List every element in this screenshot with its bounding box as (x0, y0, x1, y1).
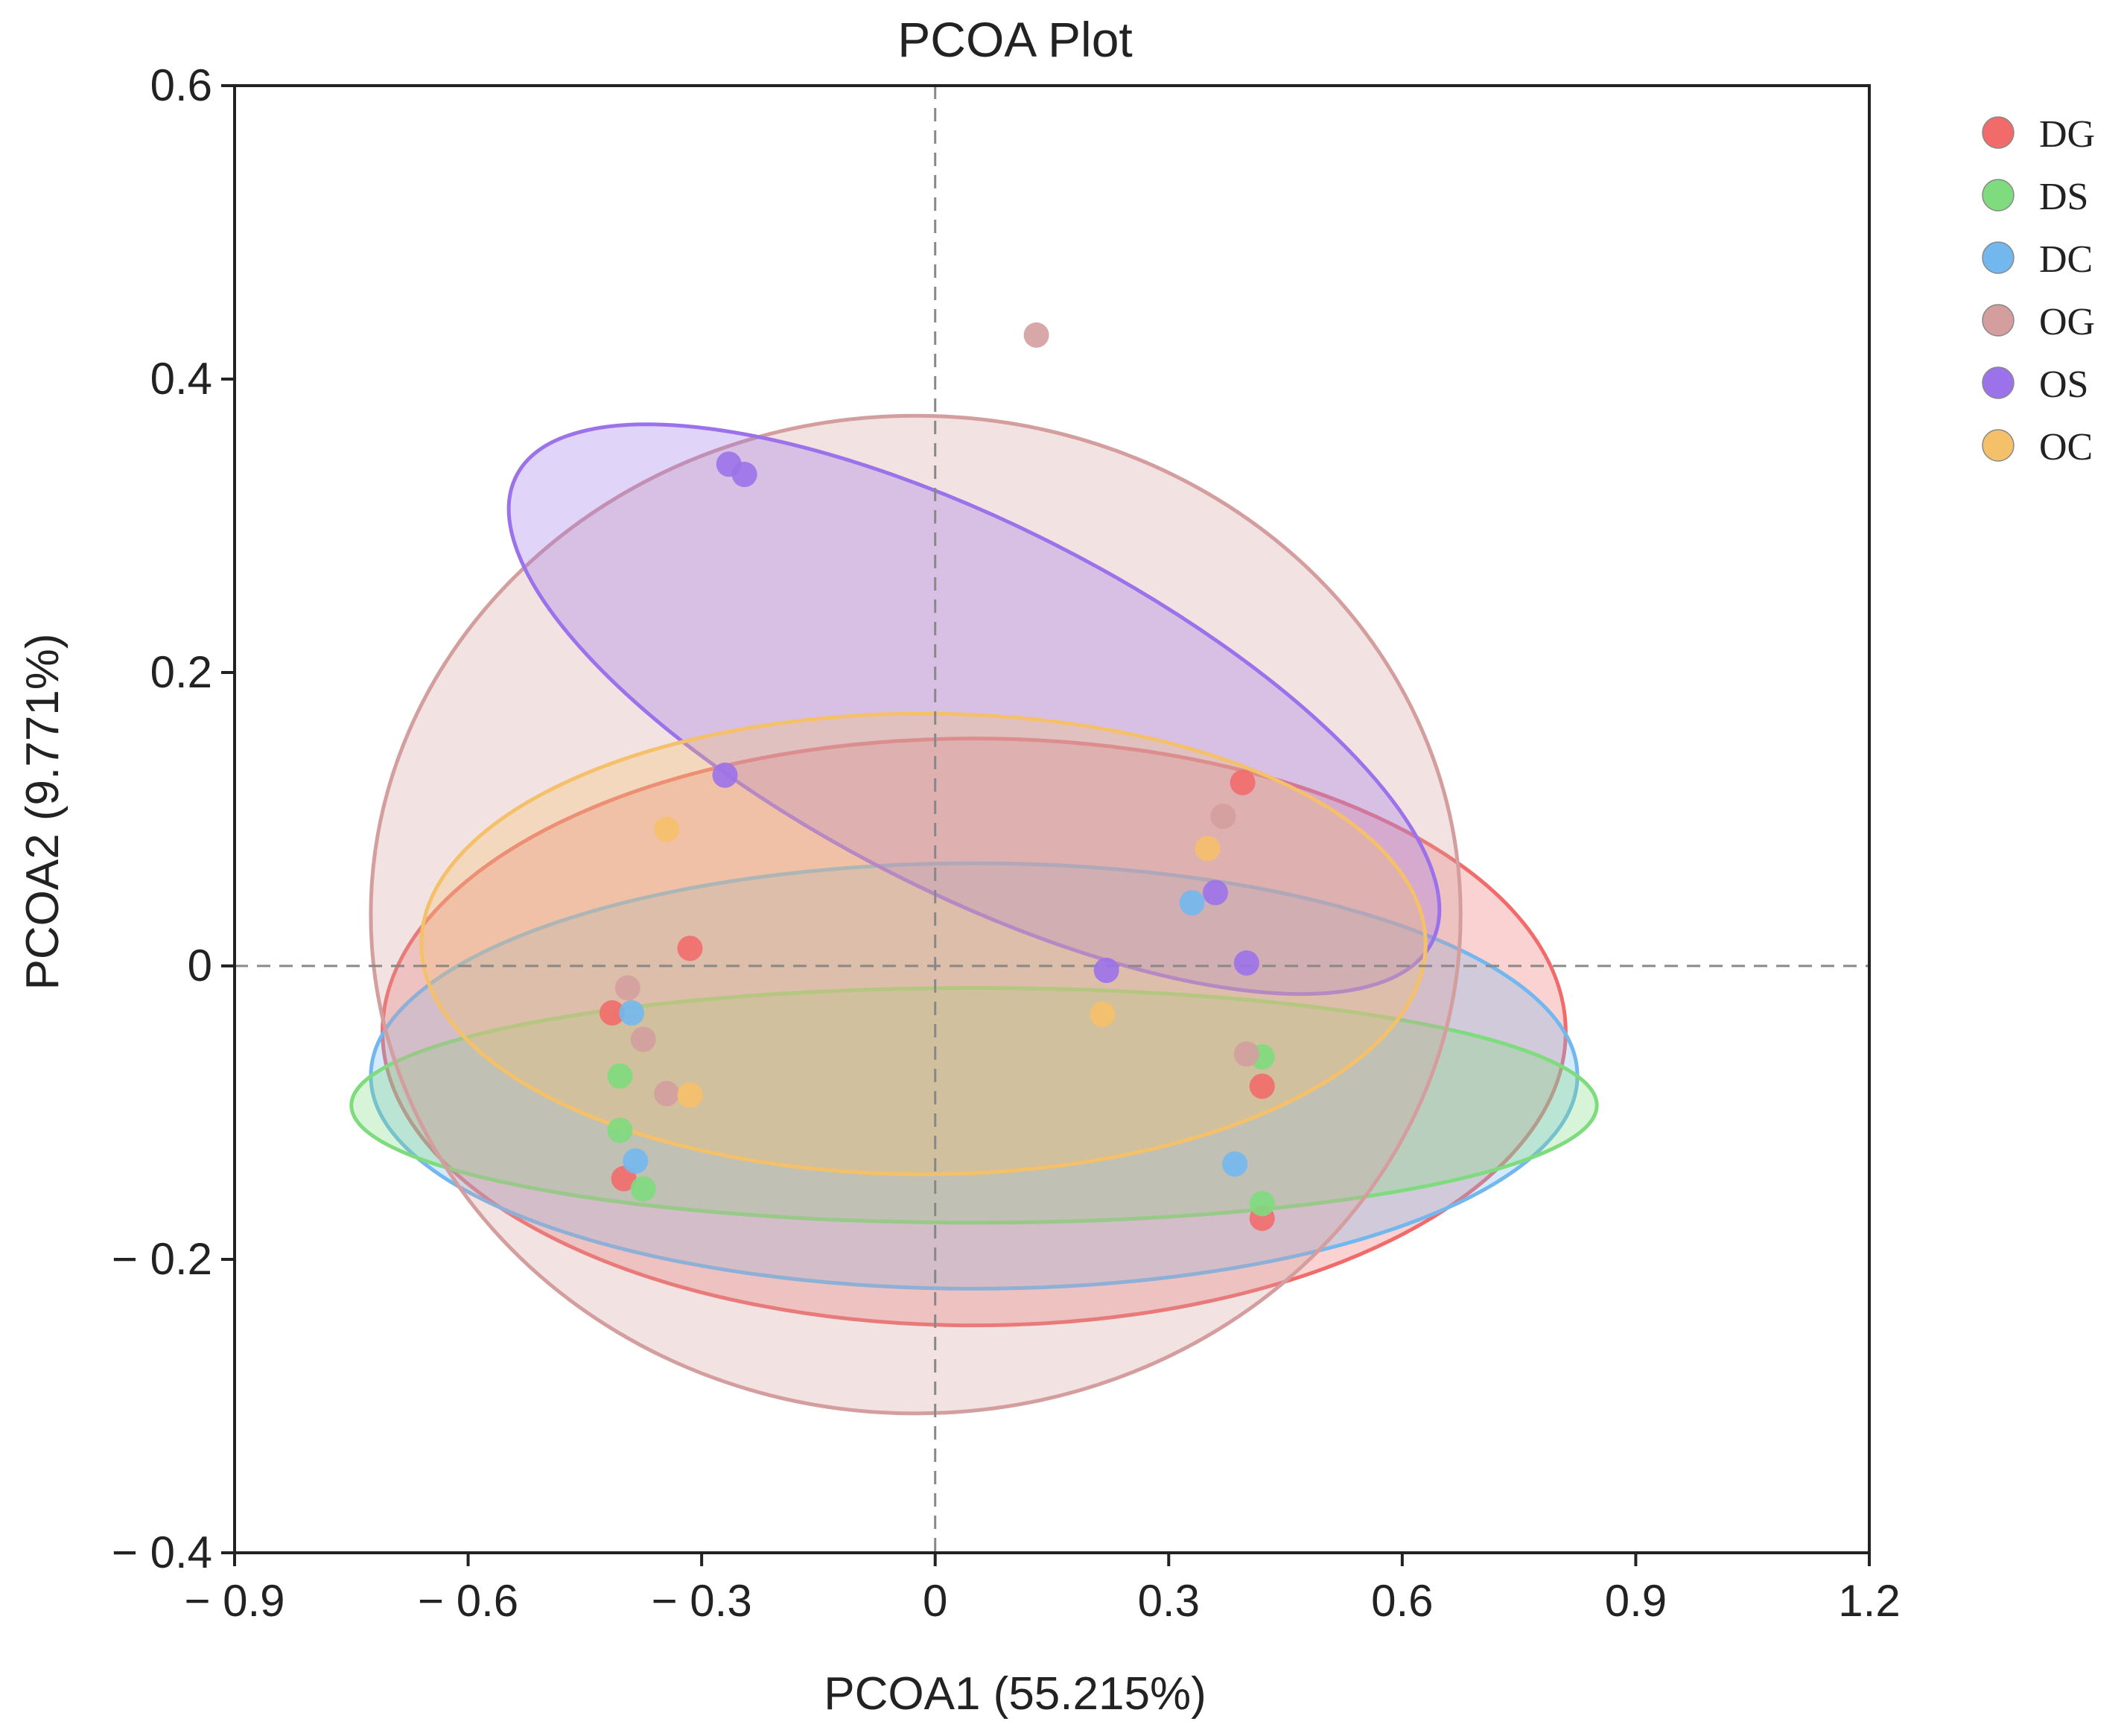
legend-item-dc: DC (1982, 238, 2093, 281)
x-tick-label: − 0.9 (184, 1576, 284, 1626)
x-tick-label: − 0.3 (652, 1576, 752, 1626)
point-dc (1222, 1151, 1248, 1177)
point-og (1233, 1041, 1259, 1067)
point-og (614, 975, 640, 1001)
point-oc (1090, 1002, 1116, 1028)
legend-label-os: OS (2039, 363, 2088, 406)
legend-swatch-dc (1982, 241, 2015, 274)
point-og (654, 1081, 680, 1107)
point-ds (607, 1063, 633, 1089)
x-tick-label: 0.3 (1138, 1576, 1200, 1626)
legend-label-ds: DS (2039, 176, 2088, 218)
y-tick-label: 0.6 (150, 60, 212, 110)
point-os (1233, 950, 1259, 976)
point-dc (1179, 890, 1205, 916)
y-tick-label: 0.4 (150, 354, 212, 404)
x-axis-title: PCOA1 (55.215%) (824, 1668, 1206, 1720)
legend-item-oc: OC (1982, 426, 2093, 468)
legend-item-dg: DG (1982, 113, 2095, 156)
point-os (1093, 957, 1119, 983)
point-oc (654, 816, 680, 842)
point-og (630, 1026, 656, 1052)
ellipse-oc (419, 711, 1428, 1177)
plot-frame (233, 84, 1871, 1554)
x-tick-label: 0.6 (1371, 1576, 1433, 1626)
y-axis-ticks: 0.6 0.4 0.2 0 − 0.2 − 0.4 (112, 60, 235, 1577)
point-ds (607, 1117, 633, 1143)
y-tick-label: − 0.4 (112, 1527, 212, 1577)
legend-label-dc: DC (2039, 238, 2093, 281)
y-tick-label: − 0.2 (112, 1234, 212, 1284)
point-dg (1249, 1073, 1275, 1099)
legend-label-og: OG (2039, 301, 2095, 343)
point-oc (1195, 836, 1221, 862)
point-ds (1249, 1191, 1275, 1217)
point-os (731, 462, 757, 488)
point-dg (1230, 769, 1256, 795)
legend-label-dg: DG (2039, 113, 2095, 156)
y-tick-label: 0 (188, 941, 212, 991)
legend-swatch-dg (1982, 116, 2015, 149)
x-tick-label: 0.9 (1605, 1576, 1667, 1626)
legend: DG DS DC OG OS OC (1982, 113, 2095, 468)
legend-swatch-ds (1982, 179, 2015, 212)
reference-lines (235, 86, 1869, 1553)
legend-item-ds: DS (1982, 176, 2088, 218)
point-os (712, 762, 738, 788)
legend-swatch-os (1982, 366, 2015, 399)
y-axis-title: PCOA2 (9.771%) (17, 634, 69, 991)
x-axis-ticks: − 0.9 − 0.6 − 0.3 0 0.3 0.6 0.9 1.2 (184, 1553, 1901, 1626)
data-points (599, 322, 1275, 1231)
legend-swatch-og (1982, 304, 2015, 337)
chart-title: PCOA Plot (897, 12, 1132, 67)
point-ds (630, 1176, 656, 1202)
ellipse-ds (349, 986, 1599, 1225)
point-dc (623, 1148, 649, 1174)
x-tick-label: 1.2 (1838, 1576, 1900, 1626)
x-tick-label: − 0.6 (418, 1576, 518, 1626)
point-oc (677, 1082, 703, 1108)
x-tick-label: 0 (923, 1576, 947, 1626)
point-os (1203, 880, 1228, 906)
point-og (1023, 322, 1049, 348)
y-tick-label: 0.2 (150, 647, 212, 697)
legend-swatch-oc (1982, 429, 2015, 462)
legend-item-og: OG (1982, 301, 2095, 343)
legend-item-os: OS (1982, 363, 2088, 406)
confidence-ellipses (349, 413, 1599, 1416)
legend-label-oc: OC (2039, 426, 2093, 468)
point-dg (599, 1000, 625, 1026)
point-dg (677, 935, 703, 961)
point-og (1210, 804, 1236, 830)
point-dc (619, 1000, 645, 1026)
